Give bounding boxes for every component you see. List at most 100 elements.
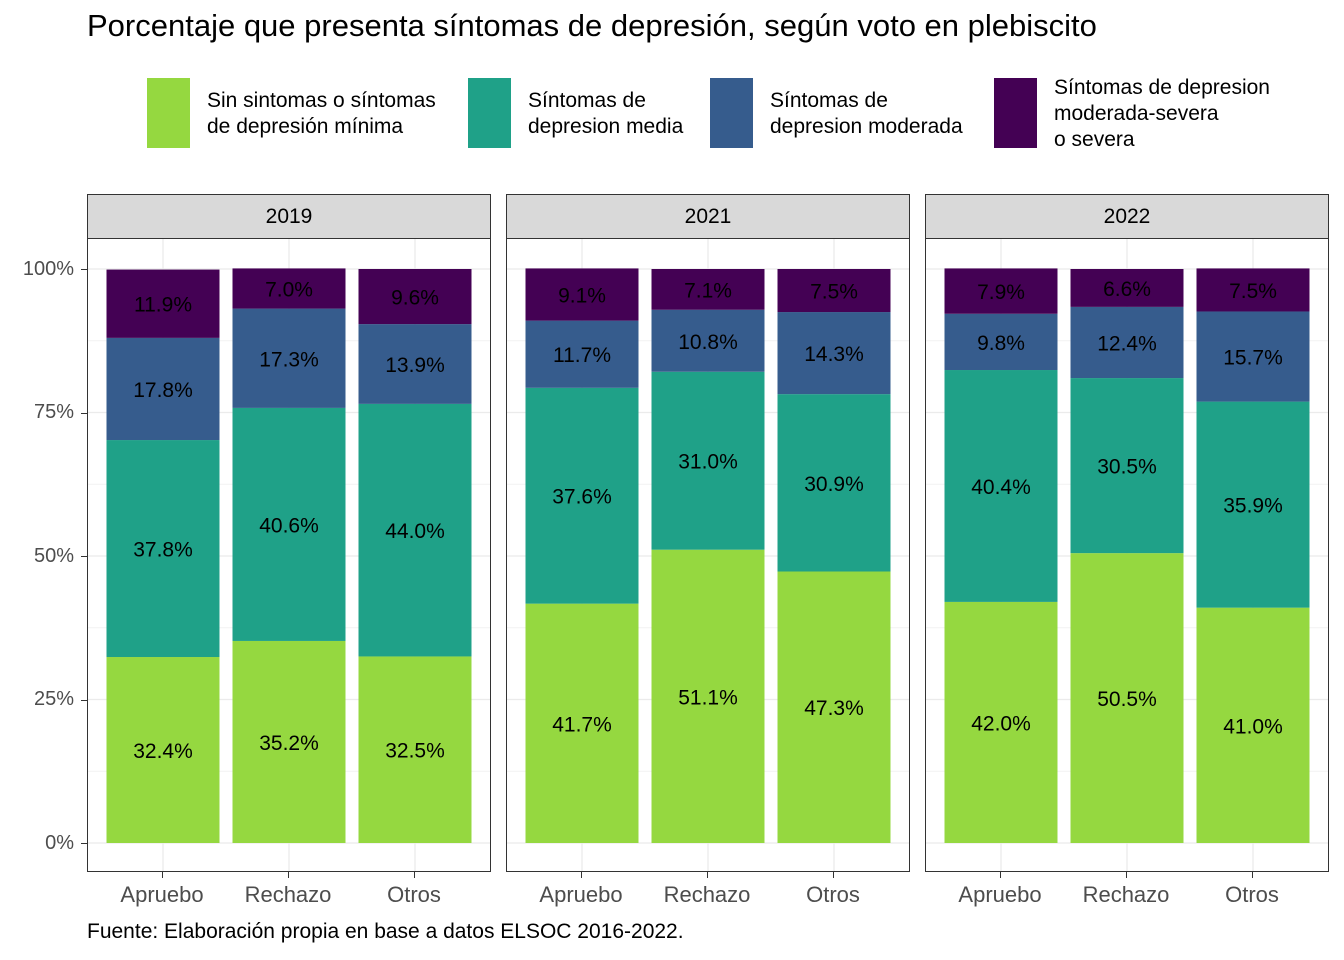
- facet-panel-2021: 2021 41.7% 37.6% 11.7% 9.1% 51.1% 31.0% 10.8% 7…: [506, 194, 910, 907]
- legend-key-minima: [147, 78, 190, 148]
- data-label: 7.1%: [684, 279, 732, 302]
- facet-strip-2019: 2019: [87, 194, 491, 240]
- x-tick-label: Otros: [806, 882, 860, 907]
- data-label: 32.5%: [385, 740, 445, 763]
- x-tick-label: Otros: [387, 882, 441, 907]
- y-tick-label-50: 50%: [33, 545, 74, 567]
- bar-segment: [1196, 311, 1310, 402]
- x-tick-label: Rechazo: [663, 882, 751, 907]
- bar-segment: [944, 313, 1058, 371]
- x-axis-tick: [833, 872, 834, 878]
- data-label: 9.6%: [391, 287, 439, 310]
- data-label: 9.1%: [558, 285, 606, 308]
- bar-segment: [777, 312, 891, 395]
- bar-segment: [232, 407, 346, 641]
- data-label: 7.5%: [810, 281, 858, 304]
- facet-strip-2022: 2022: [925, 194, 1329, 240]
- data-label: 41.7%: [552, 713, 612, 736]
- bar-segment: [358, 269, 472, 325]
- bar-segment: [232, 268, 346, 309]
- bar-segment: [1070, 306, 1184, 379]
- x-axis-tick: [1000, 872, 1001, 878]
- bar-chart-svg-2019: 32.4% 37.8% 17.8% 11.9% 35.2% 40.6% 17.3% 7.0% 3…: [88, 239, 490, 871]
- x-tick-label: Otros: [1225, 882, 1279, 907]
- chart-title: Porcentaje que presenta síntomas de depr…: [87, 8, 1097, 43]
- data-label: 11.9%: [134, 294, 192, 317]
- x-axis-tick: [414, 872, 415, 878]
- bar-segment: [944, 601, 1058, 843]
- x-axis-tick: [1252, 872, 1253, 878]
- y-tick-label-0: 0%: [45, 832, 74, 854]
- x-tick-label: Apruebo: [539, 882, 623, 907]
- data-label: 13.9%: [385, 354, 445, 377]
- plot-area-2021: 41.7% 37.6% 11.7% 9.1% 51.1% 31.0% 10.8% 7.1% 47…: [506, 238, 910, 872]
- data-label: 12.4%: [1097, 332, 1157, 355]
- data-label: 51.1%: [678, 686, 738, 709]
- bar-segment: [232, 308, 346, 408]
- data-label: 35.9%: [1223, 495, 1283, 518]
- bar-segment: [651, 309, 765, 372]
- facet-panel-2019: 2019 32.4% 37.8% 17.8% 11.9% 35.2% 40.6% 17.3%…: [87, 194, 491, 907]
- data-label: 7.9%: [977, 281, 1025, 304]
- facet-panel-2022: 2022 42.0% 40.4% 9.8% 7.9% 50.5% 30.5% 12.4% 6.…: [925, 194, 1329, 907]
- data-label: 14.3%: [804, 343, 864, 366]
- bar-segment: [106, 269, 220, 338]
- data-label: 40.4%: [971, 476, 1031, 499]
- legend-key-media: [468, 78, 511, 148]
- x-axis-tick: [581, 872, 582, 878]
- data-label: 15.7%: [1223, 347, 1283, 370]
- y-axis-tick: [81, 269, 87, 270]
- data-label: 47.3%: [804, 697, 864, 720]
- bar-segment: [525, 268, 639, 321]
- bar-segment: [358, 656, 472, 843]
- y-axis-tick: [81, 412, 87, 414]
- x-tick-label: Rechazo: [1082, 882, 1170, 907]
- bar-segment: [651, 371, 765, 550]
- data-label: 6.6%: [1103, 278, 1151, 301]
- data-label: 30.5%: [1097, 456, 1157, 479]
- data-label: 42.0%: [971, 712, 1031, 735]
- y-axis-tick: [81, 699, 87, 701]
- bar-segment: [525, 320, 639, 388]
- data-label: 37.8%: [133, 539, 193, 562]
- x-axis-tick: [1126, 872, 1127, 878]
- bar-segment: [358, 403, 472, 657]
- x-axis-tick: [162, 872, 163, 878]
- bar-segment: [777, 571, 891, 843]
- bar-chart-svg-2021: 41.7% 37.6% 11.7% 9.1% 51.1% 31.0% 10.8% 7.1% 47…: [507, 239, 909, 871]
- data-label: 30.9%: [804, 473, 864, 496]
- data-label: 35.2%: [259, 732, 319, 755]
- bar-segment: [106, 337, 220, 441]
- data-label: 41.0%: [1223, 715, 1283, 738]
- bar-segment: [525, 387, 639, 604]
- facet-strip-2021: 2021: [506, 194, 910, 240]
- y-tick-label-75: 75%: [33, 401, 74, 423]
- x-tick-label: Apruebo: [120, 882, 204, 907]
- legend-label-moderada: Síntomas de depresion moderada: [770, 89, 963, 138]
- bar-segment: [777, 269, 891, 313]
- data-label: 7.5%: [1229, 280, 1277, 303]
- bar-segment: [525, 603, 639, 843]
- bar-segment: [106, 657, 220, 843]
- bar-segment: [1070, 378, 1184, 554]
- data-label: 37.6%: [552, 486, 612, 509]
- data-label: 44.0%: [385, 520, 445, 543]
- bar-segment: [944, 268, 1058, 314]
- data-label: 10.8%: [678, 331, 738, 354]
- data-label: 31.0%: [678, 451, 738, 474]
- legend-label-severa: Síntomas de depresion moderada-severa o …: [1054, 76, 1270, 151]
- bar-chart-svg-2022: 42.0% 40.4% 9.8% 7.9% 50.5% 30.5% 12.4% 6.6% 41.…: [926, 239, 1328, 871]
- bar-segment: [777, 394, 891, 572]
- legend-key-severa: [994, 78, 1037, 148]
- x-tick-label: Apruebo: [958, 882, 1042, 907]
- y-tick-label-100: 100%: [22, 258, 74, 280]
- legend-label-media: Síntomas de depresion media: [528, 89, 684, 138]
- bar-segment: [1196, 401, 1310, 608]
- bar-segment: [1070, 553, 1184, 843]
- bar-segment: [1196, 268, 1310, 312]
- data-label: 17.8%: [133, 379, 193, 402]
- bar-segment: [106, 440, 220, 658]
- data-label: 17.3%: [259, 348, 319, 371]
- y-axis-tick: [81, 843, 87, 844]
- data-label: 32.4%: [133, 740, 193, 763]
